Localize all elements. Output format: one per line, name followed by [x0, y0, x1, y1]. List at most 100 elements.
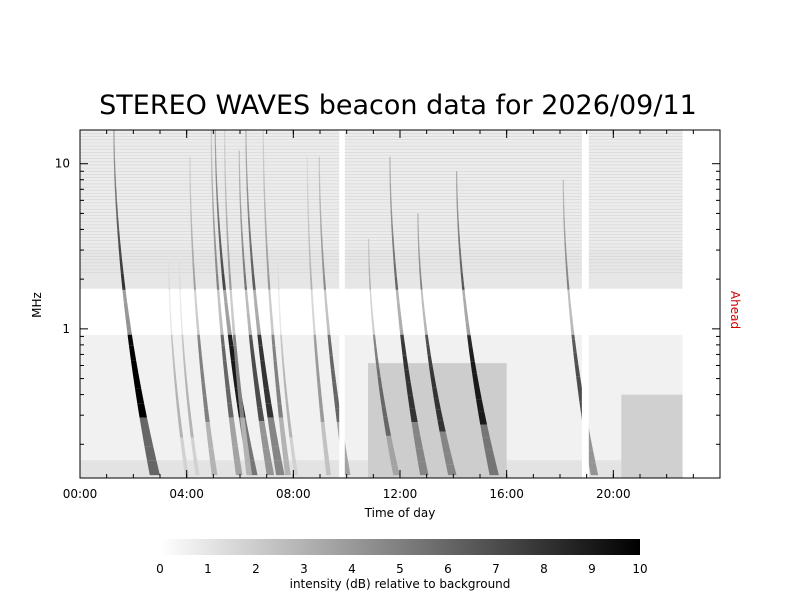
burst-segment	[228, 417, 236, 433]
colorbar-tick-label: 5	[396, 562, 404, 576]
burst-segment	[210, 461, 218, 476]
burst-segment	[459, 259, 463, 273]
burst-segment	[441, 442, 451, 454]
burst-segment	[118, 245, 123, 260]
burst-segment	[409, 408, 418, 423]
burst-segment	[181, 447, 186, 457]
burst-segment	[232, 331, 237, 346]
burst-segment	[269, 432, 279, 447]
burst-segment	[263, 388, 272, 404]
burst-segment	[411, 422, 421, 436]
burst-segment	[238, 150, 240, 165]
burst-segment	[257, 331, 263, 346]
burst-segment	[456, 183, 458, 197]
burst-segment	[180, 437, 185, 448]
burst-segment	[415, 448, 426, 462]
burst-segment	[417, 224, 419, 236]
burst-segment	[380, 396, 386, 407]
burst-segment	[261, 374, 269, 389]
burst-segment	[227, 259, 231, 274]
burst-segment	[227, 403, 234, 418]
burst-segment	[178, 418, 182, 429]
burst-segment	[220, 259, 225, 274]
burst-segment	[285, 400, 289, 410]
burst-segment	[168, 268, 170, 279]
burst-segment	[200, 369, 205, 383]
burst-segment	[266, 259, 270, 274]
burst-segment	[330, 369, 337, 383]
burst-segment	[260, 434, 270, 449]
burst-segment	[480, 424, 490, 438]
burst-segment	[319, 196, 322, 210]
burst-segment	[487, 462, 499, 476]
burst-segment	[283, 381, 287, 391]
burst-segment	[433, 398, 441, 410]
burst-segment	[290, 447, 296, 457]
burst-segment	[224, 187, 227, 202]
burst-segment	[128, 345, 137, 361]
burst-segment	[322, 276, 327, 290]
burst-segment	[318, 170, 321, 184]
burst-segment	[191, 249, 195, 263]
burst-segment	[240, 231, 244, 246]
burst-segment	[248, 230, 252, 246]
burst-segment	[201, 382, 207, 396]
burst-segment	[194, 465, 200, 476]
burst-segment	[193, 456, 198, 466]
burst-segment	[324, 461, 332, 476]
burst-segment	[189, 183, 192, 197]
burst-segment	[210, 144, 213, 159]
burst-segment	[240, 417, 247, 433]
burst-segment	[177, 409, 181, 419]
burst-segment	[564, 241, 567, 254]
y-tick-label: 1	[62, 322, 70, 336]
burst-segment	[282, 372, 286, 382]
burst-segment	[216, 187, 219, 202]
burst-segment	[381, 406, 388, 417]
burst-segment	[189, 156, 191, 171]
no-data-region	[682, 130, 720, 478]
burst-segment	[239, 191, 242, 205]
burst-segment	[238, 403, 245, 418]
burst-segment	[277, 278, 280, 288]
colorbar-label: intensity (dB) relative to background	[290, 577, 511, 591]
burst-segment	[191, 236, 194, 250]
burst-segment	[429, 366, 435, 378]
burst-segment	[389, 170, 391, 184]
spectrogram-data	[80, 130, 720, 478]
colorbar-tick-label: 4	[348, 562, 356, 576]
burst-segment	[419, 267, 422, 279]
burst-segment	[391, 465, 400, 476]
burst-segment	[574, 364, 581, 377]
x-tick-label: 00:00	[63, 487, 98, 501]
burst-segment	[482, 437, 493, 450]
burst-segment	[318, 183, 321, 197]
burst-segment	[265, 230, 268, 246]
burst-segment	[470, 361, 477, 374]
burst-segment	[263, 201, 266, 217]
burst-segment	[185, 381, 189, 391]
burst-segment	[246, 187, 249, 202]
burst-segment	[238, 177, 241, 192]
burst-segment	[198, 355, 204, 370]
burst-segment	[283, 460, 291, 476]
burst-segment	[437, 420, 446, 432]
burst-segment	[245, 158, 248, 174]
burst-segment	[147, 460, 160, 476]
burst-segment	[281, 446, 289, 461]
burst-segment	[280, 343, 284, 354]
burst-segment	[247, 201, 250, 217]
burst-segment	[390, 196, 392, 210]
burst-segment	[141, 432, 154, 447]
burst-segment	[265, 403, 274, 418]
burst-segment	[402, 355, 409, 370]
burst-segment	[418, 257, 421, 268]
burst-segment	[228, 273, 232, 289]
burst-segment	[260, 360, 267, 375]
burst-segment	[432, 387, 439, 399]
burst-segment	[391, 223, 394, 237]
burst-segment	[190, 437, 196, 448]
burst-segment	[426, 344, 431, 356]
burst-segment	[389, 156, 391, 171]
burst-segment	[306, 156, 308, 171]
